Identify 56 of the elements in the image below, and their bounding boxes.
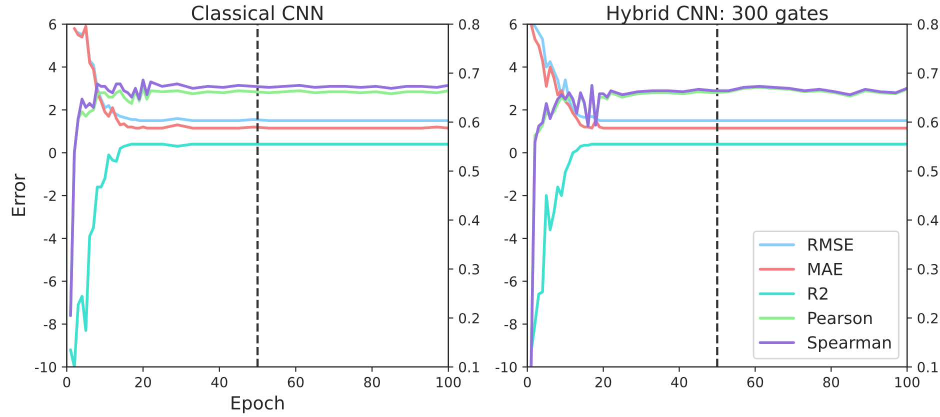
y2-tick-label: 0.1	[459, 362, 479, 372]
x-tick-label: 20	[595, 376, 612, 388]
y-tick-label: -2	[44, 190, 56, 201]
y2-tick-label: 0.8	[459, 19, 480, 30]
y2-tick-label: 0.7	[918, 68, 938, 79]
y-tick-label: 0	[510, 148, 517, 158]
legend-label: MAE	[808, 262, 842, 276]
x-axis-title: Epoch	[232, 396, 284, 414]
x-tick-label: 100	[895, 376, 920, 388]
y2-tick-label: 0.8	[918, 19, 938, 30]
x-tick-label: 80	[823, 376, 840, 388]
y2-tick-label: 0.3	[459, 264, 480, 274]
y-axis-title: Error	[12, 174, 26, 216]
y-tick-label: -8	[504, 319, 517, 330]
x-tick-label: 60	[747, 376, 764, 388]
x-tick-label: 40	[671, 376, 688, 388]
y-tick-label: -4	[44, 234, 56, 244]
y-tick-label: 6	[510, 19, 517, 30]
legend-label: Pearson	[808, 312, 872, 324]
x-tick-label: 80	[364, 376, 380, 388]
chart-title: Classical CNN	[192, 5, 322, 20]
x-tick-label: 100	[436, 376, 461, 388]
y2-tick-label: 0.2	[918, 312, 938, 324]
y-tick-label: 2	[510, 104, 516, 116]
chart-title: Hybrid CNN: 300 gates	[608, 5, 828, 24]
x-tick-label: 20	[135, 376, 151, 388]
y-tick-label: 6	[49, 19, 56, 30]
y-tick-label: -10	[496, 362, 517, 372]
y-tick-label: -6	[44, 276, 56, 287]
y-tick-label: 0	[49, 148, 56, 158]
y2-tick-label: 0.5	[459, 166, 479, 177]
y-tick-label: -4	[504, 234, 517, 244]
line-series	[69, 142, 448, 367]
y-tick-label: 2	[49, 104, 56, 116]
x-tick-label: 0	[524, 376, 531, 388]
y2-tick-label: 0.2	[459, 312, 479, 324]
y-tick-label: 4	[48, 62, 56, 72]
y-tick-label: -8	[44, 319, 56, 330]
y2-tick-label: 0.1	[918, 362, 938, 372]
y2-tick-label: 0.6	[918, 117, 938, 128]
legend-label: RMSE	[808, 238, 853, 251]
x-tick-label: 0	[63, 376, 70, 388]
y-tick-label: -2	[504, 190, 516, 201]
y-tick-label: -6	[504, 276, 517, 287]
y-tick-label: 4	[509, 62, 517, 72]
y2-tick-label: 0.3	[918, 264, 938, 274]
x-tick-label: 60	[288, 376, 304, 388]
y-tick-label: -10	[35, 362, 56, 372]
legend-label: R2	[808, 287, 828, 300]
y2-tick-label: 0.7	[459, 68, 480, 79]
y2-tick-label: 0.5	[918, 166, 938, 177]
y2-tick-label: 0.6	[459, 117, 480, 128]
legend-label: Spearman	[808, 336, 891, 352]
y2-tick-label: 0.4	[459, 215, 480, 226]
y2-tick-label: 0.4	[918, 215, 938, 226]
x-tick-label: 40	[211, 376, 228, 388]
